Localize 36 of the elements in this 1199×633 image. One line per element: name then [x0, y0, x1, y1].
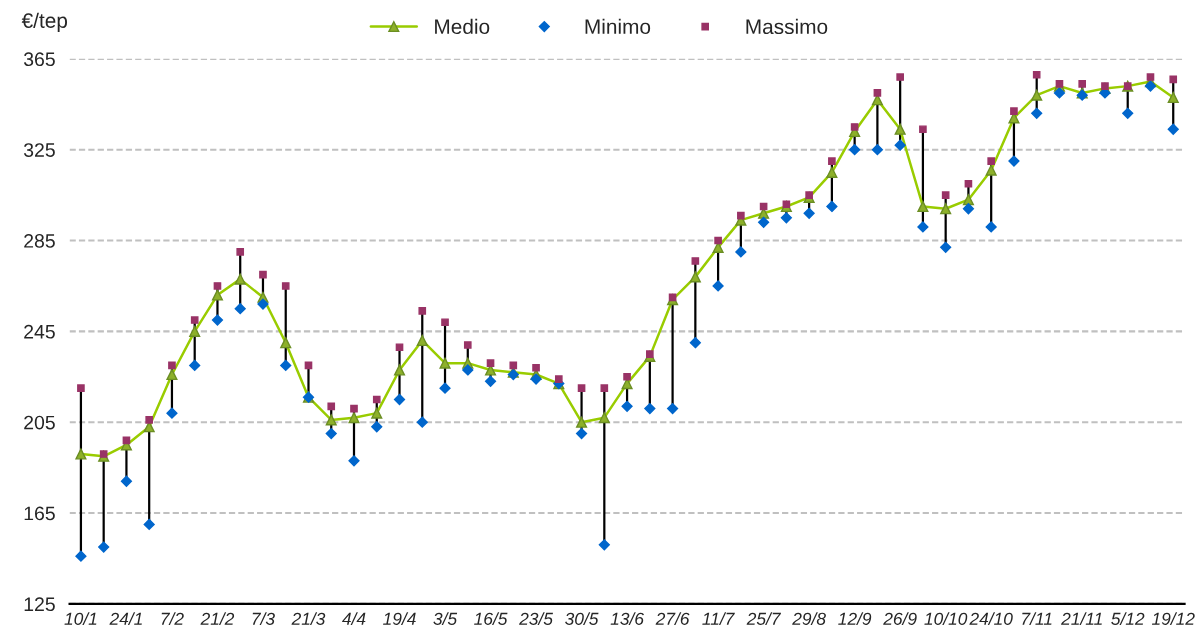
y-tick-label: 165	[24, 506, 55, 521]
y-tick-label: 245	[24, 324, 55, 339]
legend-label: Medio	[435, 18, 490, 35]
x-tick-label: 16/5	[474, 612, 508, 625]
x-tick-label: 27/6	[655, 612, 690, 625]
x-tick-label: 24/10	[969, 612, 1013, 625]
x-tick-label: 7/11	[1022, 612, 1052, 625]
legend-label: Minimo	[585, 18, 651, 35]
x-tick-label: 19/12	[1151, 612, 1195, 625]
x-tick-label: 7/2	[161, 612, 184, 625]
y-axis-title: €/tep	[21, 12, 68, 33]
y-tick-label: 125	[24, 597, 55, 612]
x-tick-label: 25/7	[746, 612, 782, 625]
x-tick-label: 13/6	[610, 612, 644, 625]
x-tick-label: 11/7	[702, 612, 735, 625]
y-tick-label: 285	[24, 234, 55, 248]
x-tick-label: 5/12	[1111, 612, 1145, 625]
y-tick-label: 205	[24, 415, 55, 430]
x-tick-label: 19/4	[383, 612, 416, 625]
x-tick-label: 10/1	[64, 612, 97, 625]
x-tick-label: 3/5	[433, 612, 458, 625]
x-tick-label: 4/4	[342, 612, 366, 625]
x-tick-label: 29/8	[792, 612, 826, 625]
x-tick-label: 7/3	[252, 612, 275, 625]
x-tick-label: 21/11	[1061, 612, 1102, 625]
x-tick-label: 26/9	[883, 612, 917, 625]
x-tick-label: 23/5	[519, 612, 553, 625]
x-tick-label: 21/2	[200, 612, 235, 625]
y-tick-label: 325	[23, 143, 55, 157]
legend-label: Massimo	[746, 18, 828, 35]
y-tick-label: 365	[23, 52, 55, 67]
x-tick-label: 21/3	[291, 612, 326, 625]
x-tick-label: 24/1	[109, 612, 142, 625]
x-tick-label: 30/5	[565, 612, 599, 625]
x-tick-label: 12/9	[838, 612, 872, 625]
x-tick-label: 10/10	[924, 612, 968, 625]
